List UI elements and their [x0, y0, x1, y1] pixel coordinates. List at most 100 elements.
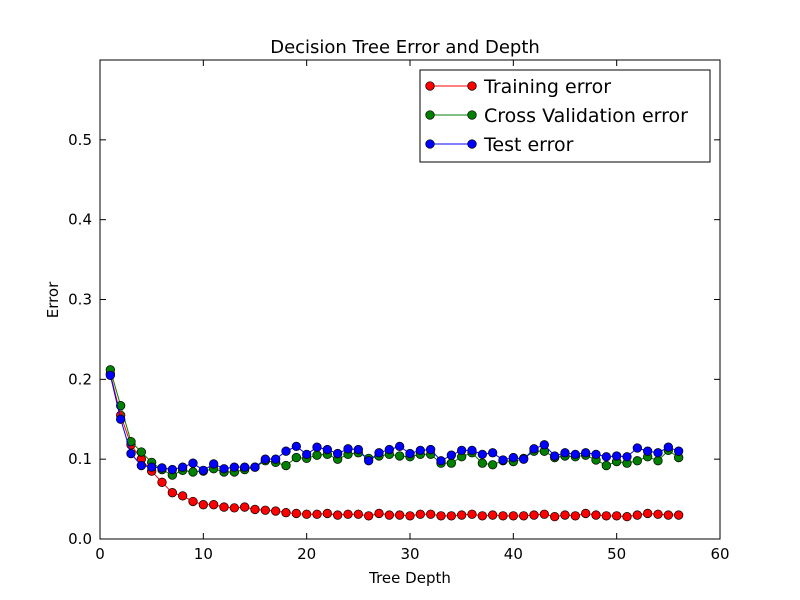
- data-point: [436, 456, 446, 466]
- data-point: [395, 441, 405, 452]
- data-point: [312, 509, 322, 519]
- legend-entry: Cross Validation error: [425, 105, 688, 127]
- data-point: [519, 511, 529, 521]
- data-point: [405, 511, 415, 521]
- data-point: [570, 511, 580, 521]
- data-point: [374, 508, 384, 519]
- data-point: [126, 436, 136, 447]
- data-point: [291, 452, 301, 463]
- data-point: [457, 510, 467, 520]
- data-point: [508, 452, 518, 463]
- data-point: [250, 462, 260, 472]
- data-point: [653, 456, 663, 466]
- data-point: [674, 446, 684, 456]
- data-point: [353, 444, 363, 455]
- data-point: [612, 511, 622, 521]
- data-point: [322, 508, 332, 519]
- data-point: [601, 511, 611, 521]
- x-tick-label: 40: [504, 545, 523, 563]
- data-point: [188, 467, 198, 477]
- series-test-error: [105, 370, 684, 475]
- y-tick-label: 0.2: [68, 370, 92, 388]
- data-point: [178, 491, 188, 501]
- data-point: [167, 464, 177, 475]
- data-point: [167, 488, 177, 498]
- data-point: [374, 448, 384, 458]
- data-point: [364, 511, 374, 521]
- series-layer: [105, 365, 684, 522]
- y-tick-label: 0.4: [68, 211, 92, 229]
- data-point: [343, 509, 353, 519]
- y-axis-label: Error: [44, 281, 62, 318]
- data-point: [219, 464, 229, 474]
- data-point: [498, 511, 508, 521]
- data-point: [581, 508, 591, 519]
- data-point: [157, 477, 167, 487]
- data-point: [281, 460, 291, 471]
- data-point: [198, 500, 208, 510]
- data-point: [405, 448, 415, 459]
- data-point: [457, 445, 467, 456]
- data-point: [426, 444, 436, 455]
- data-point: [591, 449, 601, 460]
- data-point: [302, 449, 312, 460]
- data-point: [632, 443, 642, 453]
- data-point: [550, 451, 560, 461]
- data-point: [560, 510, 570, 520]
- data-point: [198, 465, 208, 475]
- data-point: [209, 459, 219, 469]
- legend-entry: Training error: [425, 76, 611, 98]
- data-point: [240, 462, 250, 472]
- data-point: [663, 510, 673, 520]
- data-point: [498, 455, 508, 465]
- data-point: [116, 401, 126, 411]
- data-point: [229, 503, 239, 513]
- data-point: [333, 510, 343, 520]
- data-point: [384, 510, 394, 520]
- data-point: [622, 511, 632, 522]
- data-point: [291, 508, 301, 519]
- data-point: [219, 502, 229, 512]
- legend: Training error Cross Validation error Test…: [419, 69, 711, 163]
- data-point: [291, 441, 301, 452]
- x-tick-label: 10: [194, 545, 213, 563]
- y-tick-label: 0.0: [68, 530, 92, 548]
- data-point: [229, 462, 239, 472]
- data-point: [353, 509, 363, 519]
- data-point: [240, 502, 250, 512]
- data-point: [271, 506, 281, 516]
- data-point: [550, 511, 560, 522]
- x-tick-label: 30: [400, 545, 419, 563]
- data-point: [663, 442, 673, 452]
- legend-label: Test error: [483, 134, 574, 156]
- data-point: [126, 448, 136, 459]
- data-point: [178, 462, 188, 472]
- data-point: [539, 440, 549, 450]
- data-point: [415, 445, 425, 456]
- data-point: [302, 509, 312, 519]
- data-point: [581, 448, 591, 458]
- data-point: [622, 452, 632, 462]
- data-point: [477, 458, 487, 468]
- data-point: [250, 504, 260, 515]
- data-point: [384, 444, 394, 455]
- legend-marker: [467, 81, 477, 91]
- legend-marker: [467, 110, 477, 120]
- data-point: [508, 511, 518, 521]
- data-point: [105, 370, 115, 380]
- data-point: [436, 511, 446, 521]
- data-point: [322, 444, 332, 455]
- data-point: [333, 448, 343, 459]
- data-point: [395, 451, 405, 461]
- data-point: [188, 496, 198, 507]
- legend-marker: [467, 139, 477, 149]
- legend-label: Training error: [483, 76, 611, 98]
- legend-marker: [425, 139, 435, 149]
- data-point: [147, 462, 157, 472]
- data-point: [477, 449, 487, 460]
- data-point: [601, 452, 611, 462]
- data-point: [364, 456, 374, 466]
- data-point: [209, 500, 219, 510]
- data-point: [312, 442, 322, 452]
